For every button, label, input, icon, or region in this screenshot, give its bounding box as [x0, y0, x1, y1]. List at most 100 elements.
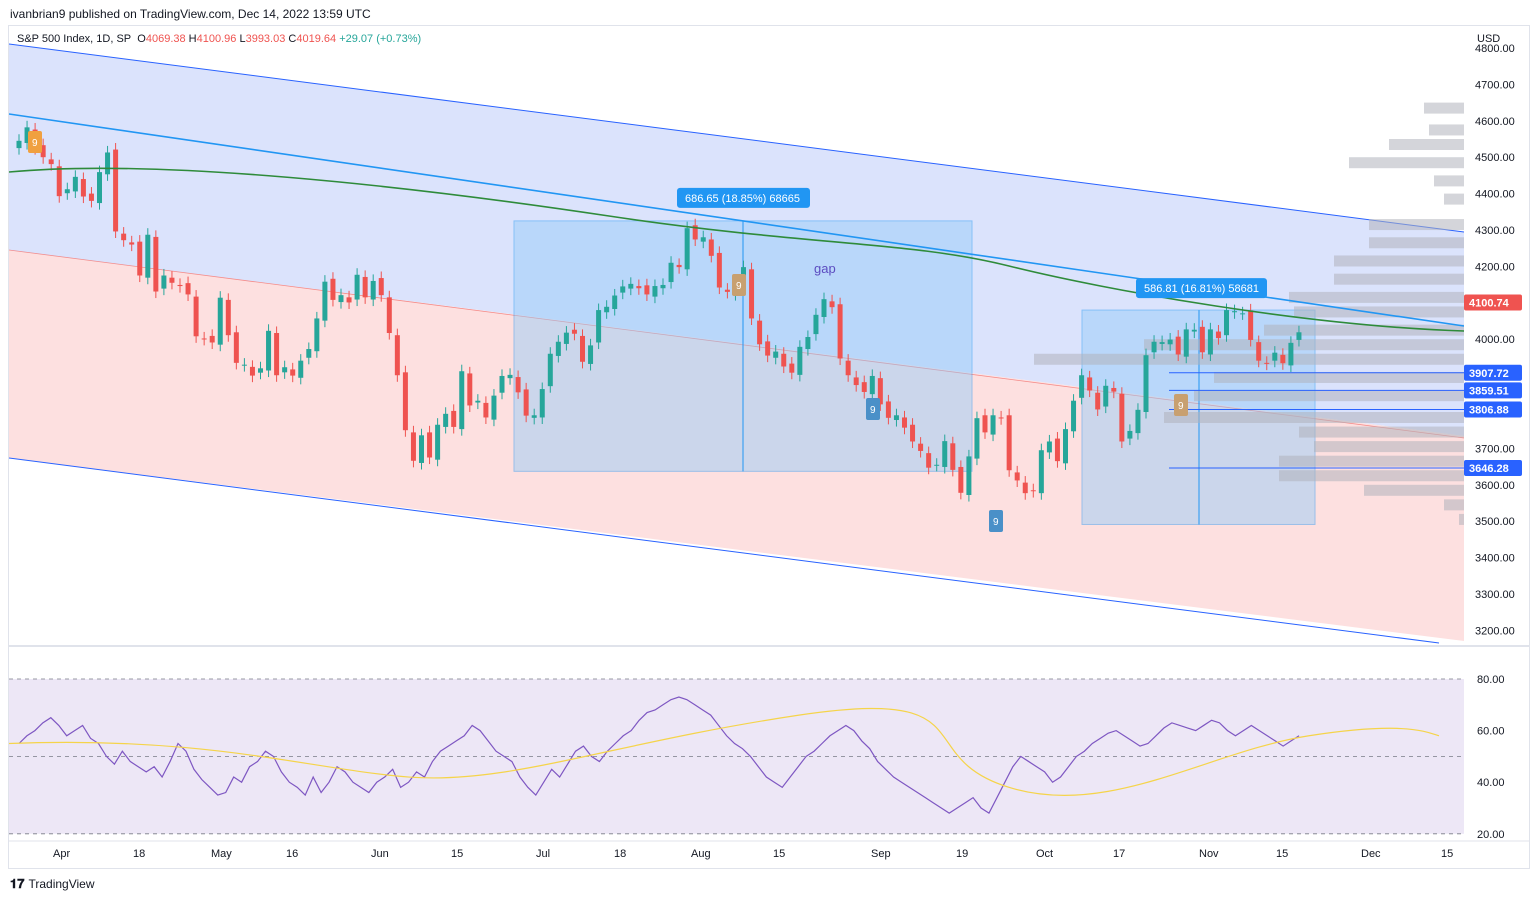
price-tick-label: 3500.00 — [1475, 516, 1515, 528]
candle-body — [266, 330, 272, 371]
candle-body — [1280, 354, 1286, 364]
time-tick-label: Aug — [691, 848, 711, 860]
volume-profile-bar — [1294, 306, 1464, 318]
candle-body — [1199, 326, 1205, 353]
time-tick-label: 19 — [956, 848, 968, 860]
candle-body — [419, 435, 424, 463]
candle-body — [684, 228, 690, 270]
candle-body — [290, 369, 296, 376]
time-tick-label: 15 — [1276, 848, 1288, 860]
candle-body — [298, 360, 304, 378]
candle-body — [1232, 311, 1238, 313]
volume-profile-bar — [1444, 193, 1464, 205]
change-value: +29.07 (+0.73%) — [339, 33, 422, 45]
measure-label: 686.65 (18.85%) 68665 — [685, 193, 800, 205]
candle-body — [1256, 342, 1262, 361]
volume-profile-bar — [1279, 455, 1464, 467]
candle-body — [1135, 409, 1141, 434]
candle-body — [322, 281, 328, 321]
candle-body — [16, 140, 22, 149]
symbol-name: S&P 500 Index, 1D, SP — [17, 33, 132, 45]
td-count-label: 9 — [993, 517, 999, 528]
candle-body — [1014, 472, 1020, 481]
measure-label: 586.81 (16.81%) 58681 — [1144, 283, 1259, 295]
candle-body — [692, 225, 698, 240]
candle-body — [523, 389, 529, 416]
time-tick-label: Dec — [1361, 848, 1381, 860]
candle-body — [926, 453, 932, 468]
candle-body — [274, 333, 280, 376]
candle-body — [410, 432, 416, 461]
volume-profile-bar — [1444, 499, 1464, 511]
publisher-caption: ivanbrian9 published on TradingView.com,… — [10, 7, 371, 21]
candle-body — [394, 335, 400, 376]
price-label: 4100.74 — [1469, 298, 1510, 310]
td-count-marker — [28, 131, 42, 153]
candle-body — [169, 277, 175, 283]
candle-body — [443, 413, 449, 427]
price-tick-label: 3400.00 — [1475, 553, 1515, 565]
candle-body — [950, 443, 956, 470]
candle-body — [644, 285, 650, 295]
candle-body — [56, 166, 62, 197]
candle-body — [668, 262, 674, 283]
td-count-marker — [732, 274, 746, 296]
candle-body — [1288, 342, 1294, 366]
candle-body — [338, 295, 344, 303]
tradingview-footer[interactable]: 𝟏𝟕 TradingView — [10, 876, 95, 892]
candle-body — [708, 239, 714, 256]
gap-annotation: gap — [814, 261, 836, 276]
measure-label-bg — [1136, 278, 1267, 299]
candle-body — [861, 382, 867, 392]
ma200-line — [9, 167, 1465, 332]
time-tick-label: 17 — [1113, 848, 1125, 860]
candle-body — [1264, 362, 1270, 364]
candle-body — [346, 297, 352, 303]
price-tick-label: 4200.00 — [1475, 261, 1515, 273]
candle-body — [225, 299, 231, 336]
time-tick-label: Oct — [1036, 848, 1053, 860]
candle-body — [1127, 430, 1133, 439]
price-tick-label: 4000.00 — [1475, 334, 1515, 346]
volume-profile-bar — [1459, 513, 1464, 525]
candle-body — [378, 278, 384, 296]
candle-body — [1207, 329, 1213, 355]
volume-profile-bar — [1289, 291, 1464, 303]
candle-body — [902, 417, 907, 428]
candle-body — [1151, 341, 1157, 353]
candle-body — [910, 424, 916, 442]
chart-panel[interactable]: USD 4800.00 4700.00 4600.00 4500.00 4400.00 43… — [8, 25, 1530, 869]
price-tick-label: 4500.00 — [1475, 152, 1515, 164]
time-tick-label: 18 — [133, 848, 145, 860]
candle-body — [80, 179, 86, 197]
candle-body — [451, 410, 457, 427]
candle-body — [628, 283, 634, 289]
candle-body — [588, 345, 594, 364]
price-tick-label: 3200.00 — [1475, 625, 1515, 637]
candle-body — [1175, 336, 1181, 355]
candle-body — [193, 296, 199, 337]
candle-body — [499, 375, 505, 393]
time-tick-label: Jun — [371, 848, 389, 860]
time-tick-label: 15 — [773, 848, 785, 860]
candle-body — [370, 280, 376, 300]
rsi-tick-label: 80.00 — [1477, 674, 1505, 686]
time-tick-label: 15 — [451, 848, 463, 860]
candle-body — [837, 304, 843, 359]
brand-name: TradingView — [28, 877, 95, 891]
candle-body — [571, 329, 577, 334]
channel-lower-line — [9, 457, 1440, 644]
candle-body — [749, 269, 755, 319]
candle-body — [1054, 438, 1060, 462]
td-count-marker — [989, 510, 1003, 532]
candle-body — [1240, 313, 1246, 315]
close-value: 4019.64 — [296, 33, 337, 45]
candle-body — [354, 274, 360, 300]
candle-body — [805, 337, 811, 350]
candle-body — [555, 341, 561, 356]
time-tick-label: May — [211, 848, 232, 860]
candle-body — [1079, 375, 1085, 398]
volume-profile-bar — [1369, 237, 1464, 249]
price-tick-label: 4400.00 — [1475, 189, 1515, 201]
